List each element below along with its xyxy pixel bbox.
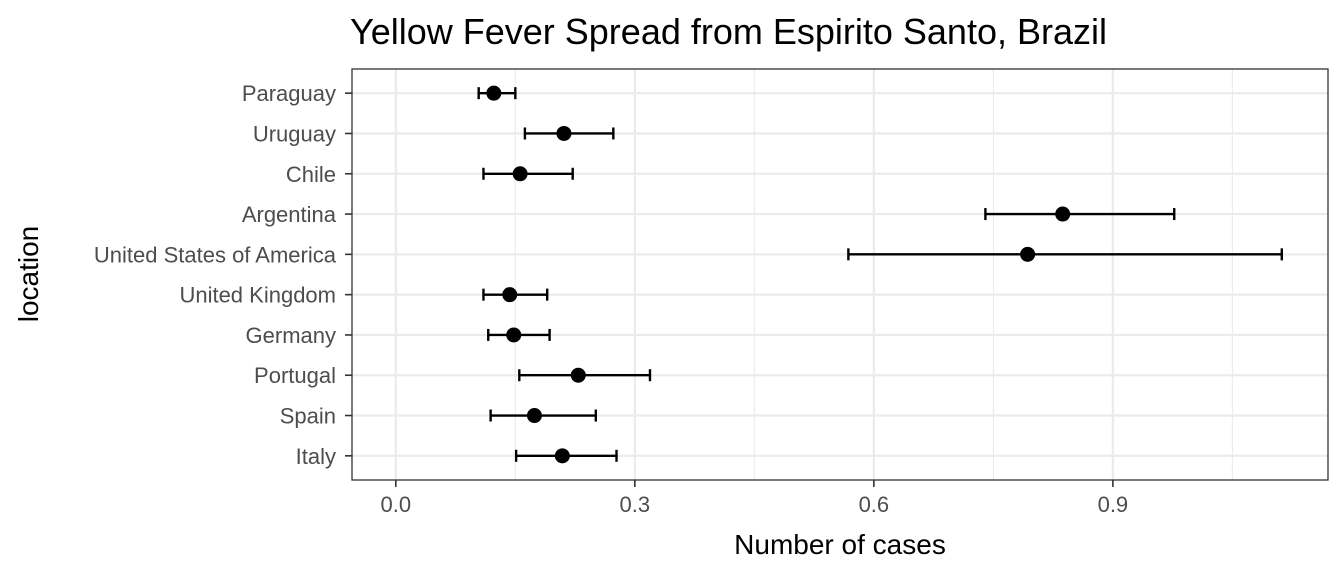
data-point [554,448,570,464]
y-tick-label: Portugal [254,363,336,388]
error-bar-group [518,367,652,383]
plot-panel [351,68,1329,481]
y-tick-label: Spain [280,404,336,429]
data-point [556,125,572,141]
x-axis-title: Number of cases [734,529,946,560]
data-point [506,327,522,343]
y-tick-label: Italy [296,444,336,469]
x-tick-label: 0.9 [1098,492,1129,517]
data-point [1020,246,1036,262]
axis-ticks: 0.0 0.3 0.6 0.9 Paraguay Uruguay Chile Argentin… [94,81,1128,517]
data-point [570,367,586,383]
error-bar-group [477,85,517,101]
error-bar-group [523,125,615,141]
data-point [502,287,518,303]
x-tick-label: 0.6 [859,492,890,517]
error-bar-group [847,246,1283,262]
y-tick-label: Germany [246,323,336,348]
x-tick-label: 0.0 [381,492,412,517]
x-tick-label: 0.3 [620,492,651,517]
y-tick-label: United Kingdom [179,283,336,308]
data-point [1055,206,1071,222]
y-tick-label: United States of America [94,242,337,267]
y-tick-label: Chile [286,162,336,187]
data-point [486,85,502,101]
y-tick-label: Argentina [242,202,337,227]
y-axis-title: location [13,226,44,323]
error-bar-group [482,166,574,182]
chart-title: Yellow Fever Spread from Espirito Santo,… [350,11,1107,52]
error-bar-group [984,206,1176,222]
error-bar-group [514,448,618,464]
y-tick-label: Uruguay [253,121,336,146]
error-bar-group [482,287,549,303]
data-point [526,408,542,424]
error-bar-group [489,408,598,424]
data-marks [477,85,1283,464]
y-tick-label: Paraguay [242,81,336,106]
error-bar-group [487,327,551,343]
grid [352,69,1328,480]
data-point [512,166,528,182]
